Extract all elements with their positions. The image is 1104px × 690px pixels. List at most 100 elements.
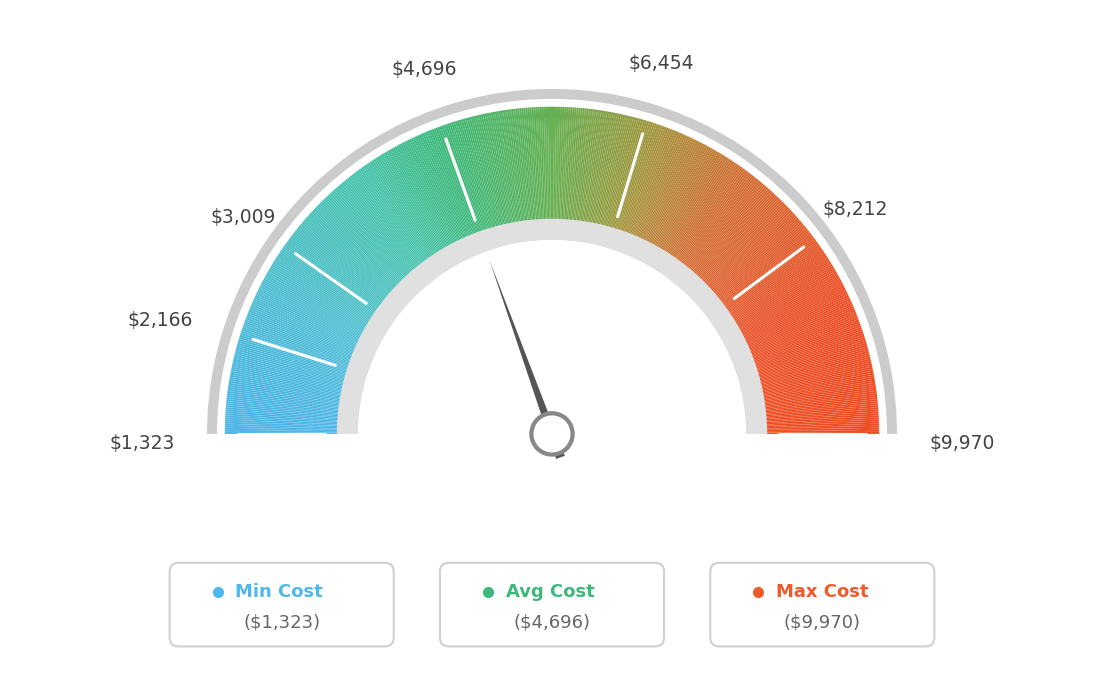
- Wedge shape: [760, 361, 871, 387]
- Wedge shape: [724, 241, 818, 310]
- Wedge shape: [540, 107, 545, 221]
- Wedge shape: [652, 145, 708, 246]
- Wedge shape: [626, 127, 667, 234]
- Wedge shape: [635, 132, 680, 237]
- Wedge shape: [489, 112, 512, 224]
- Wedge shape: [361, 167, 428, 261]
- Wedge shape: [656, 148, 713, 248]
- Wedge shape: [746, 298, 851, 346]
- Wedge shape: [538, 107, 544, 221]
- FancyBboxPatch shape: [710, 563, 934, 647]
- Wedge shape: [437, 127, 478, 234]
- Wedge shape: [693, 188, 769, 275]
- Wedge shape: [449, 123, 486, 231]
- Wedge shape: [544, 107, 548, 221]
- Wedge shape: [686, 179, 758, 268]
- Wedge shape: [258, 287, 361, 339]
- Wedge shape: [654, 146, 710, 247]
- Wedge shape: [747, 304, 853, 351]
- Circle shape: [533, 415, 571, 453]
- Wedge shape: [760, 359, 871, 386]
- Wedge shape: [741, 280, 841, 335]
- Wedge shape: [226, 403, 340, 415]
- FancyBboxPatch shape: [170, 563, 394, 647]
- Wedge shape: [756, 339, 866, 373]
- Wedge shape: [479, 115, 506, 226]
- Wedge shape: [721, 235, 813, 305]
- Wedge shape: [225, 420, 339, 426]
- Wedge shape: [584, 110, 603, 223]
- Wedge shape: [675, 166, 741, 259]
- Wedge shape: [248, 310, 354, 354]
- Wedge shape: [552, 107, 554, 221]
- Wedge shape: [513, 109, 528, 222]
- Wedge shape: [629, 129, 672, 235]
- Wedge shape: [272, 264, 370, 324]
- Wedge shape: [367, 164, 432, 258]
- Wedge shape: [709, 211, 794, 290]
- Wedge shape: [357, 170, 425, 263]
- Wedge shape: [523, 108, 534, 221]
- Wedge shape: [463, 119, 495, 228]
- Wedge shape: [445, 124, 484, 233]
- Wedge shape: [672, 164, 737, 258]
- Wedge shape: [337, 186, 413, 273]
- Wedge shape: [636, 132, 682, 238]
- Wedge shape: [564, 107, 573, 221]
- Wedge shape: [676, 167, 743, 261]
- Wedge shape: [751, 315, 858, 358]
- Wedge shape: [251, 304, 357, 351]
- Wedge shape: [487, 113, 511, 225]
- Wedge shape: [236, 346, 347, 378]
- Wedge shape: [467, 117, 498, 228]
- Wedge shape: [757, 346, 868, 378]
- Wedge shape: [712, 217, 799, 294]
- Wedge shape: [389, 149, 447, 249]
- Wedge shape: [758, 351, 869, 381]
- Wedge shape: [605, 117, 636, 228]
- Wedge shape: [762, 377, 874, 398]
- Wedge shape: [732, 257, 828, 319]
- Wedge shape: [613, 120, 647, 230]
- Wedge shape: [495, 111, 516, 224]
- Wedge shape: [603, 116, 631, 227]
- Wedge shape: [745, 297, 850, 346]
- Wedge shape: [477, 115, 505, 226]
- Wedge shape: [293, 233, 383, 304]
- Wedge shape: [424, 132, 469, 237]
- Wedge shape: [639, 135, 688, 239]
- Wedge shape: [490, 112, 513, 224]
- Wedge shape: [329, 193, 407, 277]
- Wedge shape: [323, 198, 404, 281]
- Wedge shape: [259, 286, 362, 338]
- Wedge shape: [586, 111, 607, 224]
- Wedge shape: [225, 415, 339, 423]
- Text: $6,454: $6,454: [628, 54, 693, 73]
- Wedge shape: [227, 393, 340, 408]
- Wedge shape: [742, 284, 843, 337]
- Wedge shape: [521, 108, 533, 221]
- Wedge shape: [256, 293, 360, 343]
- Wedge shape: [710, 213, 795, 290]
- Wedge shape: [716, 226, 806, 299]
- Wedge shape: [530, 108, 539, 221]
- Wedge shape: [246, 315, 353, 358]
- Wedge shape: [225, 411, 339, 420]
- Wedge shape: [723, 238, 816, 308]
- Wedge shape: [291, 235, 383, 305]
- Wedge shape: [233, 361, 344, 387]
- Wedge shape: [300, 224, 389, 298]
- Wedge shape: [575, 108, 588, 222]
- Wedge shape: [234, 353, 346, 382]
- Wedge shape: [737, 273, 838, 330]
- Wedge shape: [764, 401, 878, 414]
- Wedge shape: [740, 278, 841, 333]
- Wedge shape: [435, 128, 477, 235]
- Wedge shape: [593, 113, 617, 225]
- Wedge shape: [320, 201, 402, 283]
- Wedge shape: [274, 260, 371, 322]
- Wedge shape: [545, 107, 550, 221]
- Wedge shape: [322, 199, 403, 282]
- Wedge shape: [242, 327, 350, 366]
- Wedge shape: [332, 190, 410, 275]
